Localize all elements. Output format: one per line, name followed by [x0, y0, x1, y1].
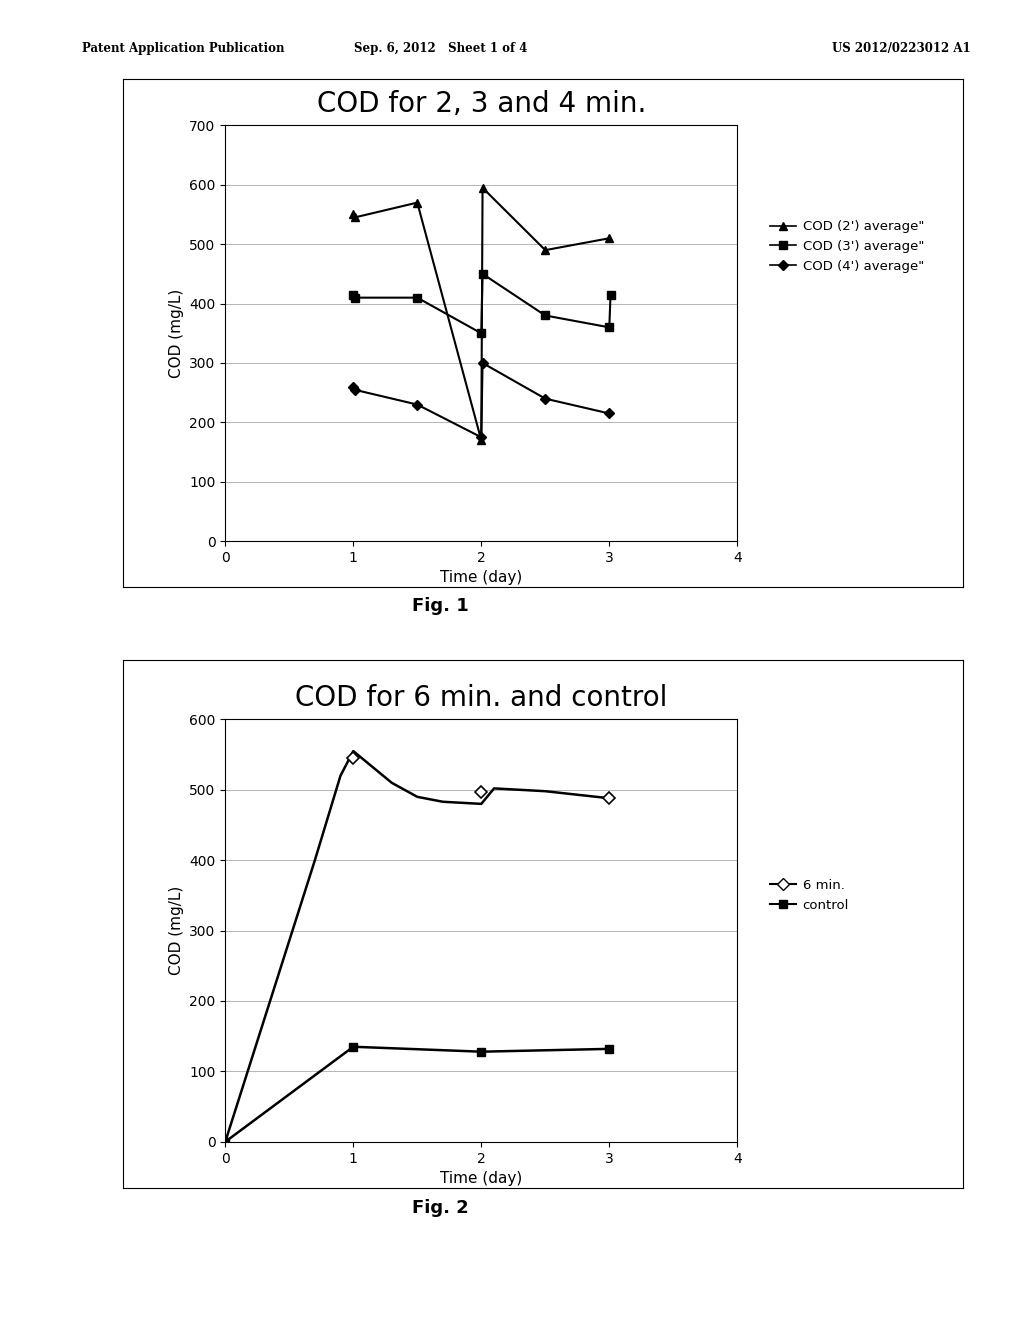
Legend: 6 min., control: 6 min., control [764, 874, 854, 917]
Text: Sep. 6, 2012   Sheet 1 of 4: Sep. 6, 2012 Sheet 1 of 4 [353, 42, 527, 55]
Legend: COD (2') average", COD (3') average", COD (4') average": COD (2') average", COD (3') average", CO… [764, 215, 929, 279]
Text: Fig. 2: Fig. 2 [412, 1199, 469, 1217]
X-axis label: Time (day): Time (day) [440, 570, 522, 586]
Title: COD for 6 min. and control: COD for 6 min. and control [295, 684, 668, 711]
Y-axis label: COD (mg/L): COD (mg/L) [169, 886, 183, 975]
X-axis label: Time (day): Time (day) [440, 1171, 522, 1187]
Text: Patent Application Publication: Patent Application Publication [82, 42, 285, 55]
Text: US 2012/0223012 A1: US 2012/0223012 A1 [831, 42, 971, 55]
Text: Fig. 1: Fig. 1 [412, 597, 469, 615]
Title: COD for 2, 3 and 4 min.: COD for 2, 3 and 4 min. [316, 90, 646, 117]
Y-axis label: COD (mg/L): COD (mg/L) [169, 289, 183, 378]
